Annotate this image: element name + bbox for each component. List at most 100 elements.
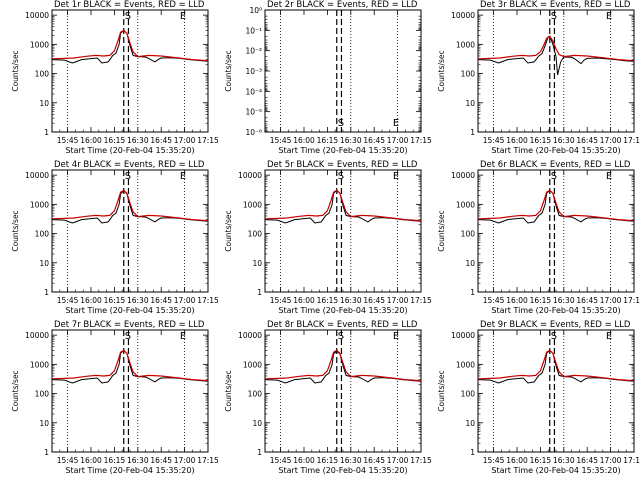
- y-axis-label: Counts/sec: [11, 210, 20, 251]
- y-tick-label: 1000: [456, 360, 475, 369]
- panel-title: Det 6r BLACK = Events, RED = LLD: [480, 160, 631, 170]
- lld-rate-line: [477, 35, 635, 62]
- end-marker: E: [606, 171, 612, 182]
- start-marker: S: [125, 171, 131, 182]
- y-tick-label: 10: [39, 419, 49, 428]
- y-tick-label: 10: [465, 99, 475, 108]
- y-tick-label: 10000: [25, 11, 49, 20]
- x-tick-label: 16:45: [363, 456, 385, 465]
- x-axis-label: Start Time (20-Feb-04 15:35:20): [65, 146, 194, 155]
- y-tick-label: 10000: [238, 171, 262, 180]
- end-marker: E: [180, 331, 186, 342]
- y-tick-label: 10000: [25, 171, 49, 180]
- x-axis-label: Start Time (20-Feb-04 15:35:20): [491, 146, 620, 155]
- lld-rate-line: [51, 29, 209, 62]
- y-tick-label: 1: [44, 448, 49, 457]
- lld-rate-line: [264, 349, 422, 382]
- y-tick-label: 10000: [451, 331, 475, 340]
- x-tick-label: 16:30: [127, 136, 149, 145]
- x-tick-label: 16:00: [506, 296, 528, 305]
- start-marker: S: [338, 331, 344, 342]
- x-tick-label: 17:00: [174, 136, 196, 145]
- x-tick-label: 16:15: [104, 296, 126, 305]
- x-tick-label: 16:00: [293, 456, 315, 465]
- y-tick-label: 10⁻⁴: [245, 87, 262, 96]
- y-axis-label: Counts/sec: [224, 210, 233, 251]
- y-tick-label: 100: [248, 390, 263, 399]
- x-tick-label: 16:15: [530, 456, 552, 465]
- detector-panel-2: Det 2r BLACK = Events, RED = LLD S E 10⁰ 10⁻…: [224, 0, 432, 155]
- y-tick-label: 10: [39, 99, 49, 108]
- x-tick-label: 17:15: [197, 296, 219, 305]
- y-tick-label: 10: [252, 259, 262, 268]
- x-tick-label: 17:00: [600, 296, 622, 305]
- start-marker: S: [551, 11, 557, 22]
- x-tick-label: 16:00: [506, 136, 528, 145]
- panel-title: Det 4r BLACK = Events, RED = LLD: [54, 160, 205, 170]
- x-tick-label: 15:45: [57, 456, 79, 465]
- y-tick-label: 10⁻¹: [245, 26, 262, 35]
- end-marker: E: [606, 11, 612, 22]
- y-tick-label: 1: [44, 128, 49, 137]
- x-tick-label: 16:45: [150, 136, 172, 145]
- y-tick-label: 1: [44, 288, 49, 297]
- y-tick-label: 10000: [451, 171, 475, 180]
- start-marker: S: [125, 331, 131, 342]
- panel-title: Det 3r BLACK = Events, RED = LLD: [480, 0, 631, 10]
- x-tick-label: 17:15: [410, 456, 432, 465]
- y-tick-label: 10⁻²: [245, 47, 262, 56]
- x-tick-label: 17:00: [600, 456, 622, 465]
- x-tick-label: 17:00: [387, 296, 409, 305]
- x-tick-label: 16:15: [104, 456, 126, 465]
- x-tick-label: 16:30: [127, 456, 149, 465]
- start-marker: S: [338, 171, 344, 182]
- x-tick-label: 15:45: [483, 296, 505, 305]
- lld-rate-line: [477, 189, 635, 222]
- lld-rate-line: [51, 189, 209, 222]
- x-tick-label: 16:00: [293, 136, 315, 145]
- x-tick-label: 16:30: [553, 296, 575, 305]
- y-tick-label: 100: [461, 390, 476, 399]
- x-tick-label: 17:15: [623, 136, 640, 145]
- x-tick-label: 15:45: [57, 136, 79, 145]
- y-axis-label: Counts/sec: [437, 370, 446, 411]
- end-marker: E: [393, 171, 399, 182]
- y-tick-label: 100: [248, 230, 263, 239]
- panel-title: Det 2r BLACK = Events, RED = LLD: [267, 0, 418, 10]
- x-tick-label: 16:45: [363, 136, 385, 145]
- y-tick-label: 10⁻⁶: [245, 128, 262, 137]
- y-axis-label: Counts/sec: [437, 50, 446, 91]
- y-tick-label: 1000: [456, 200, 475, 209]
- x-tick-label: 15:45: [483, 456, 505, 465]
- end-marker: E: [180, 171, 186, 182]
- x-tick-label: 16:15: [530, 296, 552, 305]
- y-tick-label: 1: [470, 448, 475, 457]
- x-axis-label: Start Time (20-Feb-04 15:35:20): [278, 146, 407, 155]
- start-marker: S: [125, 11, 131, 22]
- x-tick-label: 16:00: [80, 296, 102, 305]
- x-tick-label: 17:00: [387, 136, 409, 145]
- y-tick-label: 10: [465, 259, 475, 268]
- panel-title: Det 8r BLACK = Events, RED = LLD: [267, 320, 418, 330]
- event-rate-line: [477, 35, 635, 76]
- x-axis-label: Start Time (20-Feb-04 15:35:20): [278, 306, 407, 315]
- x-tick-label: 16:45: [363, 296, 385, 305]
- y-tick-label: 100: [35, 390, 50, 399]
- y-tick-label: 100: [461, 70, 476, 79]
- x-tick-label: 16:45: [576, 456, 598, 465]
- x-tick-label: 16:15: [530, 136, 552, 145]
- y-axis-label: Counts/sec: [11, 370, 20, 411]
- x-tick-label: 17:00: [174, 296, 196, 305]
- y-tick-label: 100: [35, 230, 50, 239]
- y-tick-label: 1000: [30, 200, 49, 209]
- y-tick-label: 10000: [25, 331, 49, 340]
- y-axis-label: Counts/sec: [11, 50, 20, 91]
- y-axis-label: Counts/sec: [224, 370, 233, 411]
- x-tick-label: 17:15: [623, 296, 640, 305]
- x-tick-label: 17:15: [410, 136, 432, 145]
- end-marker: E: [393, 118, 399, 129]
